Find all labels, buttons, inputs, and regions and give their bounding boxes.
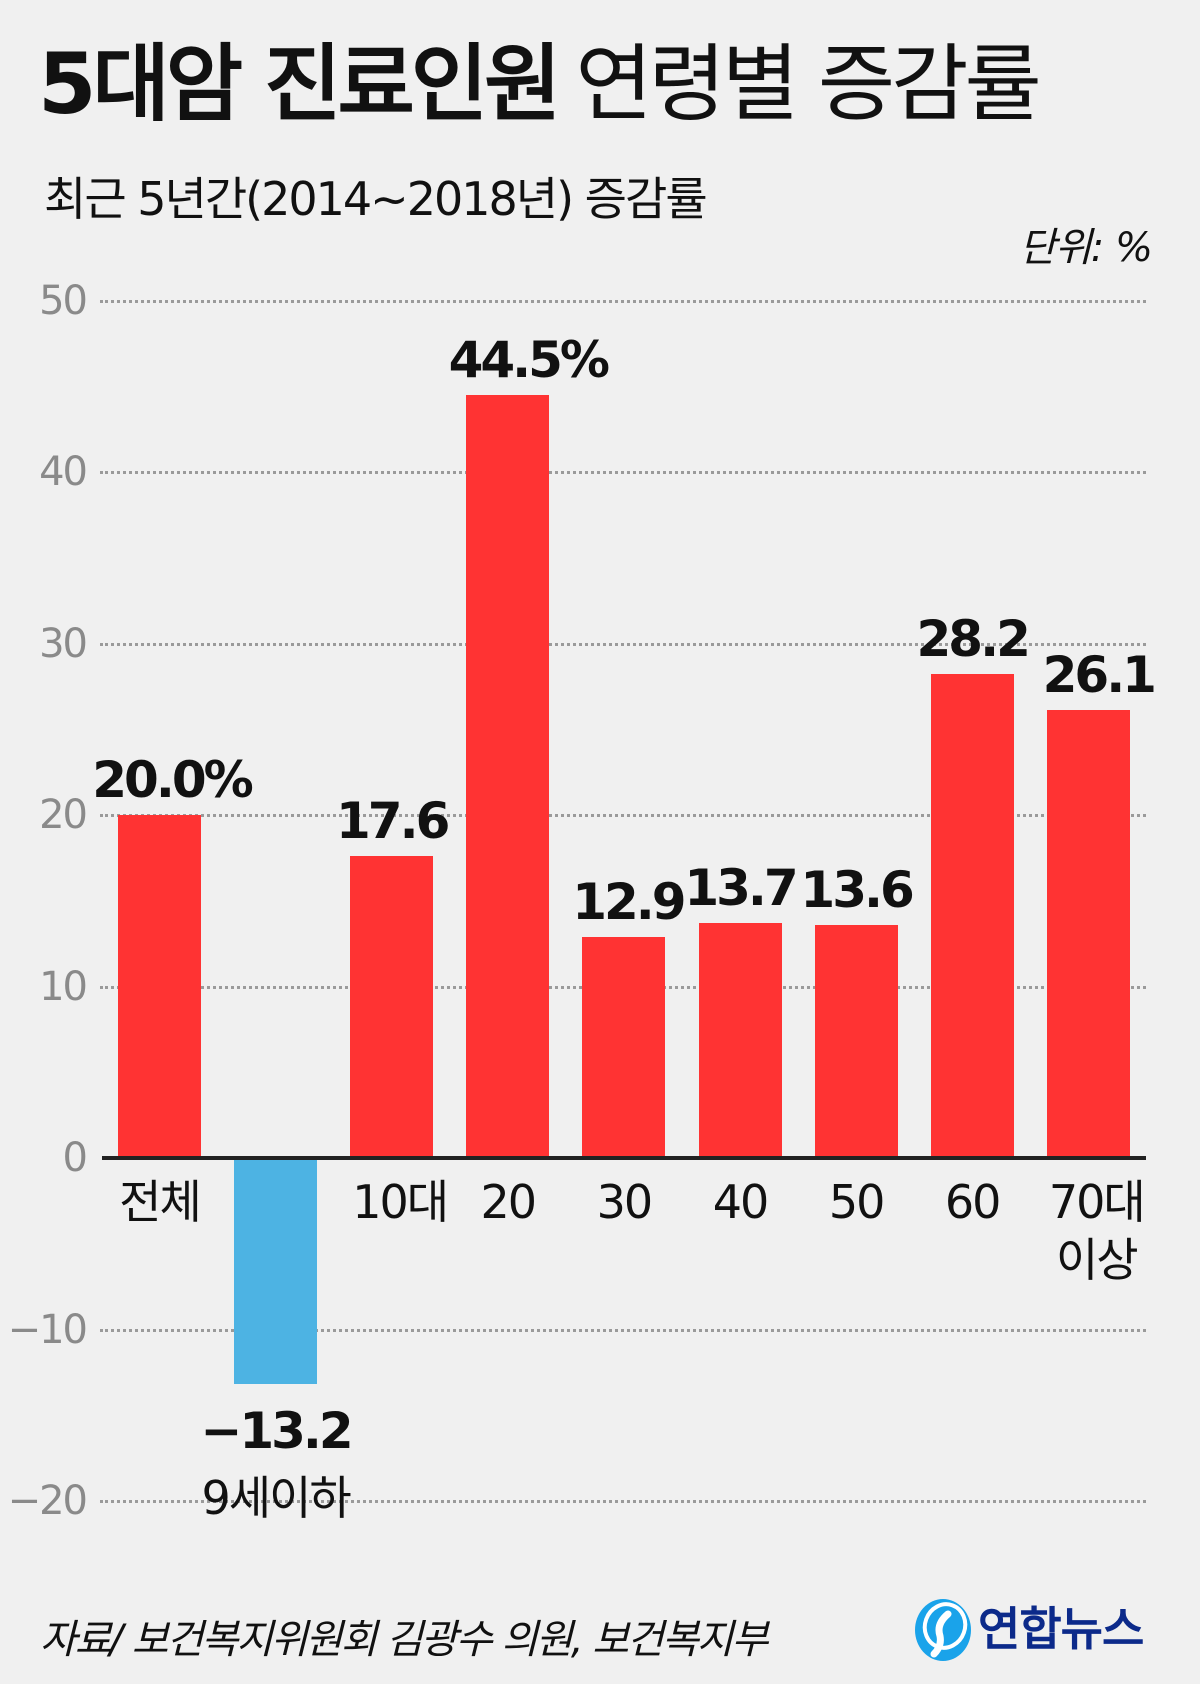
x-category-label: 20 [480, 1174, 538, 1232]
value-label: 20.0% [92, 751, 253, 809]
x-category-label: 70대 이상 [1048, 1174, 1146, 1289]
gridline [100, 1500, 1146, 1503]
source-note: 자료/ 보건복지위원회 김광수 의원, 보건복지부 [40, 1617, 768, 1663]
x-category-label: 30 [596, 1174, 654, 1232]
bar [814, 924, 898, 1158]
x-category-label: 40 [712, 1174, 770, 1232]
bar [1046, 710, 1130, 1158]
category-text: 30 [596, 1175, 654, 1229]
category-text: 20 [480, 1175, 538, 1229]
value-label: −13.2 [200, 1402, 353, 1461]
bar [930, 674, 1014, 1158]
value-label: 26.1 [1042, 646, 1157, 705]
chart-title: 5대암 진료인원 연령별 증감률 [38, 42, 1042, 126]
y-tick-label: −20 [7, 1478, 88, 1524]
x-category-label: 10대 [352, 1174, 449, 1232]
bar [698, 923, 782, 1158]
value-label: 13.7 [684, 859, 798, 918]
zero-axis-line [102, 1156, 1146, 1160]
value-label: 17.6 [336, 792, 450, 851]
title-light: 연령별 증감률 [575, 35, 1041, 133]
unit-label: 단위: % [1019, 225, 1153, 271]
value-label: 12.9 [572, 872, 686, 931]
value-label: 28.2 [916, 610, 1031, 669]
bar [350, 856, 434, 1158]
x-category-label: 9세이하 [201, 1470, 351, 1528]
bar [582, 936, 666, 1158]
category-text: 9세이하 [201, 1471, 351, 1525]
gridline [100, 471, 1146, 474]
category-text: 70대 [1048, 1175, 1146, 1229]
gridline [100, 299, 1146, 303]
bar [466, 394, 550, 1158]
bar [118, 815, 201, 1158]
logo-text: 연합뉴스 [978, 1602, 1144, 1656]
value-label: 44.5% [448, 330, 610, 389]
gridline [100, 814, 1146, 817]
gridline [100, 642, 1146, 646]
gridline [100, 1328, 1146, 1332]
y-tick-label: 20 [39, 792, 88, 838]
value-label: 13.6 [800, 860, 914, 919]
y-tick-label: 40 [39, 449, 88, 495]
x-category-label: 전체 [119, 1174, 202, 1232]
category-text: 50 [828, 1175, 886, 1229]
category-text-line2: 이상 [1055, 1232, 1139, 1287]
y-tick-label: 50 [39, 277, 88, 324]
category-text: 전체 [119, 1175, 202, 1229]
y-tick-label: 30 [39, 620, 88, 667]
yonhap-logo-icon [915, 1599, 971, 1661]
bar [234, 1160, 318, 1385]
x-category-label: 60 [944, 1174, 1002, 1232]
y-tick-label: 0 [62, 1135, 88, 1181]
yonhap-logo: 연합뉴스 [912, 1594, 1144, 1664]
chart-subtitle: 최근 5년간(2014~2018년) 증감률 [44, 172, 708, 226]
category-text: 10대 [352, 1175, 449, 1229]
title-bold: 5대암 진료인원 [38, 35, 561, 133]
y-tick-label: 10 [39, 963, 88, 1010]
category-text: 40 [712, 1175, 770, 1229]
y-tick-label: −10 [7, 1306, 88, 1353]
category-text: 60 [944, 1175, 1002, 1229]
x-category-label: 50 [828, 1174, 886, 1232]
